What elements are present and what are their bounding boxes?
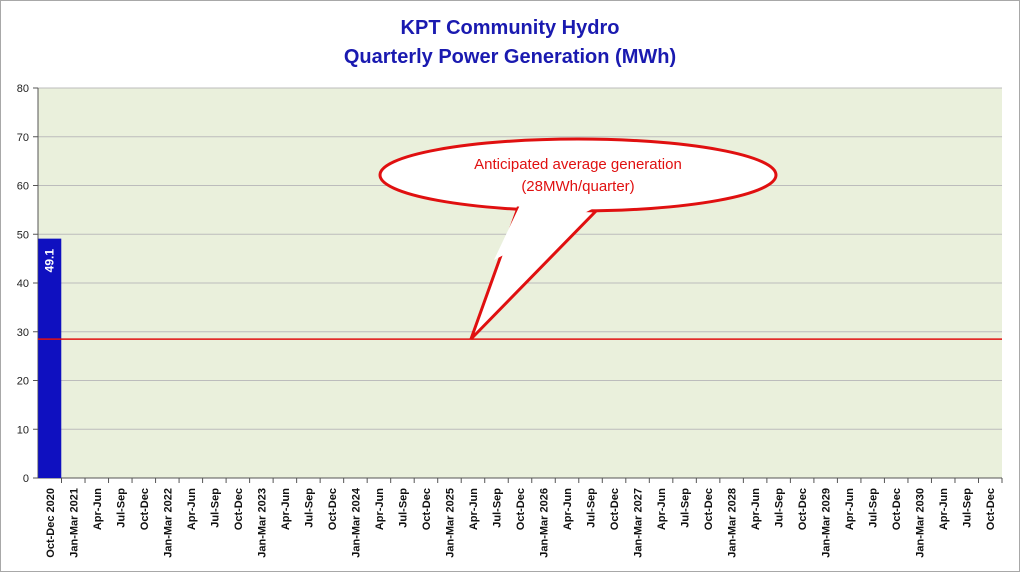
x-tick-label: Oct-Dec xyxy=(515,488,527,530)
x-tick-label: Jul-Sep xyxy=(491,488,503,528)
y-tick-label: 80 xyxy=(17,83,29,95)
chart-title-line-1: KPT Community Hydro xyxy=(400,17,620,39)
callout-text: (28MWh/quarter) xyxy=(521,178,634,195)
x-tick-label: Apr-Jun xyxy=(280,488,292,530)
y-tick-label: 0 xyxy=(23,473,29,485)
x-tick-label: Oct-Dec xyxy=(891,488,903,530)
x-tick-label: Jul-Sep xyxy=(868,488,880,528)
y-tick-label: 60 xyxy=(17,181,29,193)
x-tick-label: Oct-Dec 2020 xyxy=(45,488,57,558)
x-tick-label: Jul-Sep xyxy=(209,488,221,528)
chart-title: KPT Community Hydro Quarterly Power Gene… xyxy=(0,14,1020,72)
x-tick-label: Jul-Sep xyxy=(115,488,127,528)
chart-title-line-2: Quarterly Power Generation (MWh) xyxy=(343,46,677,68)
x-tick-label: Oct-Dec xyxy=(703,488,715,530)
x-tick-label: Apr-Jun xyxy=(374,488,386,530)
x-tick-label: Jul-Sep xyxy=(397,488,409,528)
x-tick-label: Apr-Jun xyxy=(468,488,480,530)
callout-bubble xyxy=(378,137,778,213)
x-tick-label: Jul-Sep xyxy=(774,488,786,528)
y-tick-label: 30 xyxy=(17,327,29,339)
x-tick-label: Oct-Dec xyxy=(609,488,621,530)
x-tick-label: Jan-Mar 2025 xyxy=(444,488,456,558)
x-tick-label: Oct-Dec xyxy=(797,488,809,530)
x-tick-label: Jan-Mar 2024 xyxy=(350,487,362,558)
x-tick-label: Apr-Jun xyxy=(656,488,668,530)
x-tick-label: Jan-Mar 2027 xyxy=(633,488,645,558)
x-tick-label: Jan-Mar 2029 xyxy=(821,488,833,558)
x-tick-label: Jan-Mar 2026 xyxy=(539,488,551,558)
bar-data-label: 49.1 xyxy=(43,249,57,273)
x-tick-label: Apr-Jun xyxy=(92,488,104,530)
x-tick-label: Jul-Sep xyxy=(962,488,974,528)
x-tick-label: Apr-Jun xyxy=(562,488,574,530)
y-tick-label: 10 xyxy=(17,424,29,436)
x-tick-label: Jan-Mar 2023 xyxy=(256,488,268,558)
x-tick-label: Oct-Dec xyxy=(985,488,997,530)
bar xyxy=(38,238,62,478)
x-tick-label: Oct-Dec xyxy=(327,488,339,530)
y-tick-label: 40 xyxy=(17,278,29,290)
x-tick-label: Apr-Jun xyxy=(750,488,762,530)
x-tick-label: Oct-Dec xyxy=(233,488,245,530)
callout-tail-join xyxy=(494,205,594,260)
callout-text: Anticipated average generation xyxy=(474,156,682,173)
x-tick-label: Apr-Jun xyxy=(186,488,198,530)
x-tick-label: Jul-Sep xyxy=(680,488,692,528)
x-tick-label: Apr-Jun xyxy=(938,488,950,530)
y-tick-label: 70 xyxy=(17,132,29,144)
x-tick-label: Jan-Mar 2021 xyxy=(68,488,80,558)
x-tick-label: Jan-Mar 2022 xyxy=(162,488,174,558)
x-tick-label: Jan-Mar 2030 xyxy=(915,488,927,558)
x-tick-label: Oct-Dec xyxy=(139,488,151,530)
x-tick-label: Jan-Mar 2028 xyxy=(727,488,739,558)
y-tick-label: 20 xyxy=(17,376,29,388)
x-tick-label: Apr-Jun xyxy=(844,488,856,530)
x-tick-label: Jul-Sep xyxy=(586,488,598,528)
y-tick-label: 50 xyxy=(17,229,29,241)
x-tick-label: Jul-Sep xyxy=(303,488,315,528)
x-tick-label: Oct-Dec xyxy=(421,488,433,530)
